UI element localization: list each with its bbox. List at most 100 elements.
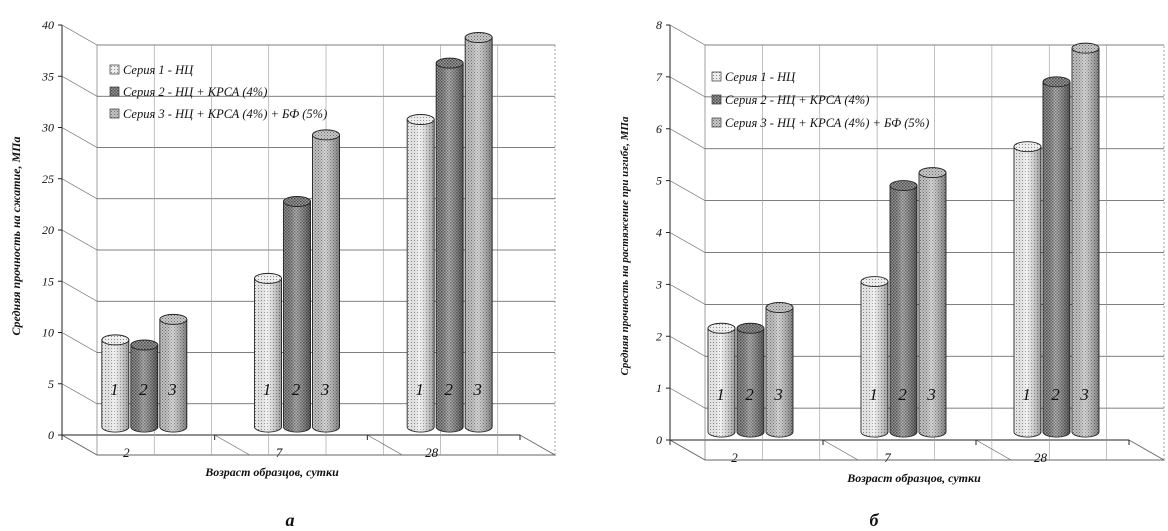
bar-shade — [436, 63, 464, 432]
bar: 2 — [130, 339, 159, 433]
legend-swatch — [109, 108, 120, 119]
gridline-diag — [61, 280, 98, 302]
bar-shade — [159, 319, 187, 432]
x-axis-label: Возраст образцов, сутки — [846, 471, 981, 485]
y-tick-label: 0 — [656, 433, 662, 447]
y-tick-label: 5 — [656, 174, 662, 188]
bar: 2 — [736, 322, 765, 438]
bar: 2 — [283, 196, 311, 433]
bar: 2 — [435, 57, 464, 433]
x-tick-label: 2 — [123, 445, 130, 460]
y-tick-label: 0 — [48, 428, 54, 442]
legend-entry: Серия 3 - НЦ + КРСА (4%) + БФ (5%) — [725, 116, 929, 130]
gridline-diag — [669, 284, 706, 305]
legend-entry: Серия 2 - НЦ + КРСА (4%) — [725, 93, 869, 107]
floor-line — [367, 434, 403, 456]
bar: 1 — [707, 322, 736, 438]
gridline-diag — [669, 128, 706, 150]
bar-top — [1013, 141, 1042, 153]
bar-top — [283, 196, 311, 207]
gridline-diag — [669, 76, 706, 98]
bar-top — [312, 129, 340, 141]
y-tick-label: 6 — [656, 122, 662, 136]
floor — [668, 439, 1166, 461]
y-tick-label: 10 — [42, 326, 54, 340]
bar: 3 — [464, 32, 493, 433]
bar-shade — [861, 281, 888, 437]
legend-swatch — [109, 64, 120, 75]
gridline-diag — [61, 178, 98, 200]
floor-line — [214, 434, 250, 456]
bar-number-label: 1 — [716, 385, 725, 404]
bar-top — [406, 114, 435, 125]
bar-number-label: 2 — [1051, 385, 1060, 404]
chart-a-legend: Серия 1 - НЦ Серия 2 - НЦ + КРСА (4%) Сери… — [109, 63, 327, 121]
y-tick-label: 25 — [42, 172, 54, 186]
bar-top — [101, 334, 130, 346]
gridline-diag — [61, 229, 98, 251]
x-tick-label: 7 — [276, 445, 283, 460]
legend-swatch — [109, 86, 120, 97]
x-tick-label: 28 — [1034, 450, 1048, 465]
y-axis-label: Средняя прочность на растяжение при изги… — [619, 116, 631, 375]
y-tick-label: 7 — [656, 70, 663, 84]
bar-number-label: 2 — [745, 385, 754, 404]
bar-shade — [1014, 146, 1041, 437]
bar-shade — [465, 37, 493, 432]
y-axis-label: Средняя прочность на сжатие, МПа — [9, 137, 23, 336]
bar-number-label: 3 — [472, 380, 482, 399]
legend-swatch — [711, 94, 722, 105]
bar-number-label: 2 — [139, 380, 148, 399]
bar: 3 — [1071, 42, 1100, 438]
y-tick-label: 30 — [41, 121, 54, 135]
bar-top — [1071, 42, 1100, 54]
bar-shade — [312, 134, 340, 432]
bar: 1 — [101, 334, 130, 433]
bar: 3 — [918, 167, 947, 438]
gridline-diag — [61, 383, 98, 405]
bar-shade — [890, 185, 917, 437]
y-tick-label: 15 — [42, 274, 54, 288]
bar-number-label: 1 — [869, 385, 878, 404]
bar-top — [736, 322, 765, 334]
bar-shade — [766, 307, 793, 437]
y-tick-label: 2 — [656, 329, 662, 343]
bar: 3 — [765, 302, 794, 438]
bar-top — [1042, 76, 1071, 88]
bar: 1 — [1013, 141, 1042, 438]
legend-swatch — [711, 117, 722, 128]
bar-shade — [1072, 48, 1099, 437]
floor-line — [669, 439, 706, 461]
gridline-diag — [669, 335, 706, 357]
y-tick-label: 8 — [656, 18, 662, 32]
floor-line — [519, 434, 556, 456]
legend-entry: Серия 1 - НЦ — [123, 63, 194, 77]
chart-b-legend: Серия 1 - НЦ Серия 2 - НЦ + КРСА (4%) Сери… — [711, 70, 929, 130]
x-tick-label: 7 — [884, 450, 891, 465]
bar-number-label: 2 — [292, 380, 301, 399]
gridline-diag — [669, 387, 706, 409]
bar: 1 — [406, 114, 435, 433]
legend-entry: Серия 1 - НЦ — [725, 70, 796, 84]
bar-top — [435, 57, 464, 69]
bar: 1 — [860, 276, 889, 438]
bar-shade — [708, 328, 735, 437]
gridline-diag — [669, 180, 706, 201]
y-tick-label: 20 — [42, 223, 54, 237]
y-tick-label: 5 — [48, 377, 54, 391]
y-tick-label: 40 — [42, 18, 54, 32]
bar: 3 — [312, 129, 340, 433]
bar-number-label: 2 — [444, 380, 453, 399]
gridline-diag — [61, 24, 98, 46]
legend-entry: Серия 2 - НЦ + КРСА (4%) — [123, 85, 267, 99]
floor-line — [975, 439, 1012, 461]
bar-top — [130, 339, 159, 351]
gridline-diag — [61, 332, 98, 353]
bar-shade — [101, 339, 129, 432]
x-tick-label: 28 — [425, 445, 439, 460]
